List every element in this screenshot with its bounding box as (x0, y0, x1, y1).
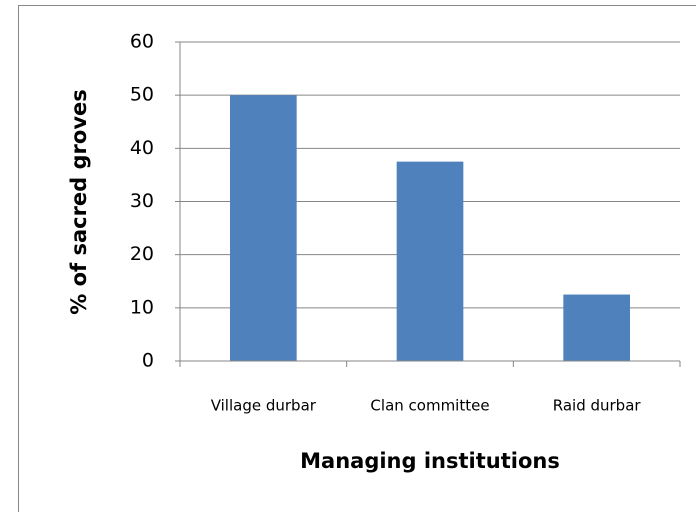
x-tick-label: Village durbar (211, 397, 317, 415)
y-tick-label: 40 (130, 137, 154, 159)
y-tick-label: 10 (130, 296, 154, 318)
chart-frame (18, 5, 696, 512)
x-axis-label: Managing institutions (300, 449, 560, 473)
y-tick-label: 50 (130, 84, 154, 106)
y-tick-label: 0 (142, 350, 154, 372)
y-tick-label: 60 (130, 31, 154, 53)
y-axis-label: % of sacred groves (67, 89, 91, 315)
bar (396, 161, 464, 361)
y-tick-label: 20 (130, 243, 154, 265)
y-tick-label: 30 (130, 190, 154, 212)
x-tick-label: Raid durbar (553, 397, 642, 415)
bar (563, 294, 630, 361)
x-tick-label: Clan committee (370, 397, 489, 415)
bar (230, 95, 297, 362)
